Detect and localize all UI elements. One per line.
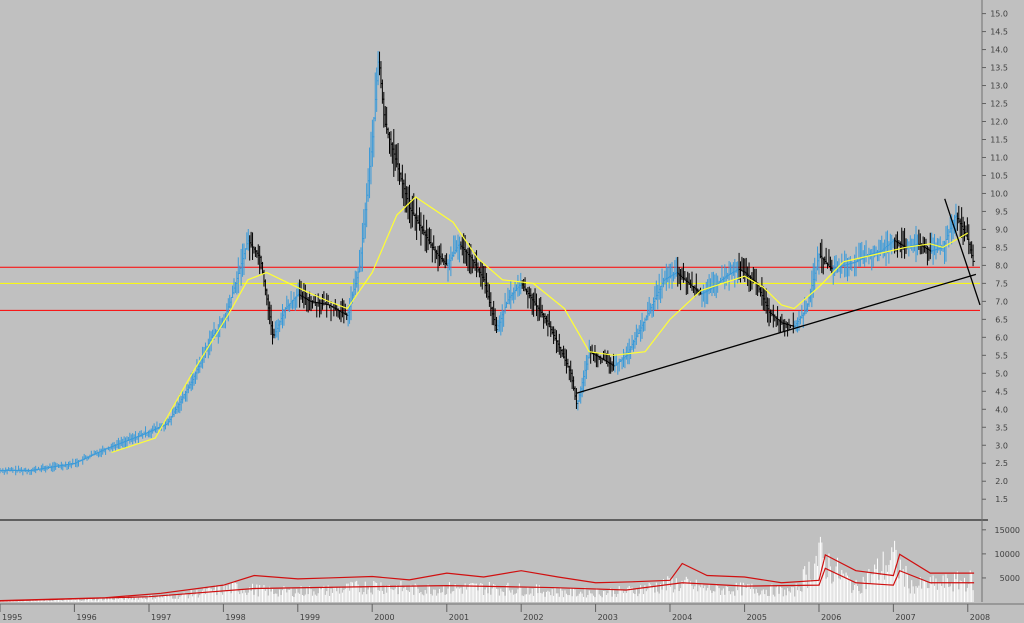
x-tick-label: 1999 bbox=[300, 613, 320, 622]
price-y-tick-label: 11.5 bbox=[990, 135, 1008, 144]
x-tick-label: 2006 bbox=[821, 613, 841, 622]
price-y-tick-label: 2.0 bbox=[995, 477, 1008, 486]
price-y-tick-label: 6.0 bbox=[995, 333, 1008, 342]
volume-average-line bbox=[0, 553, 975, 602]
volume-panel bbox=[0, 536, 975, 602]
price-y-tick-label: 2.5 bbox=[995, 459, 1008, 468]
moving-average-line bbox=[111, 196, 969, 454]
x-tick-label: 1995 bbox=[2, 613, 22, 622]
x-tick-label: 2000 bbox=[374, 613, 394, 622]
price-y-tick-label: 14.0 bbox=[990, 46, 1008, 55]
volume-y-tick-label: 15000 bbox=[995, 526, 1020, 535]
x-tick-label: 1998 bbox=[225, 613, 245, 622]
price-y-tick-label: 11.0 bbox=[990, 153, 1008, 162]
price-y-tick-label: 8.0 bbox=[995, 261, 1008, 270]
trendline bbox=[576, 273, 977, 394]
price-y-tick-label: 9.5 bbox=[995, 207, 1008, 216]
x-tick-label: 2005 bbox=[747, 613, 767, 622]
x-tick-label: 1997 bbox=[151, 613, 171, 622]
price-y-tick-label: 5.5 bbox=[995, 351, 1008, 360]
price-y-tick-label: 7.5 bbox=[995, 279, 1008, 288]
price-y-tick-label: 4.5 bbox=[995, 387, 1008, 396]
price-panel bbox=[0, 50, 981, 476]
price-y-tick-label: 12.5 bbox=[990, 100, 1008, 109]
price-y-tick-label: 3.0 bbox=[995, 441, 1008, 450]
x-tick-label: 2004 bbox=[672, 613, 692, 622]
price-y-tick-label: 12.0 bbox=[990, 118, 1008, 127]
trendline bbox=[944, 198, 981, 306]
x-tick-label: 2007 bbox=[895, 613, 915, 622]
volume-y-tick-label: 10000 bbox=[995, 550, 1020, 559]
price-y-tick-label: 6.5 bbox=[995, 315, 1008, 324]
price-y-tick-label: 10.5 bbox=[990, 171, 1008, 180]
price-y-tick-label: 8.5 bbox=[995, 243, 1008, 252]
price-y-tick-label: 7.0 bbox=[995, 297, 1008, 306]
x-tick-label: 2008 bbox=[970, 613, 990, 622]
price-y-tick-label: 4.0 bbox=[995, 405, 1008, 414]
price-y-tick-label: 1.5 bbox=[995, 495, 1008, 504]
price-y-tick-label: 3.5 bbox=[995, 423, 1008, 432]
x-tick-label: 1996 bbox=[76, 613, 96, 622]
price-y-tick-label: 13.0 bbox=[990, 82, 1008, 91]
x-tick-label: 2002 bbox=[523, 613, 543, 622]
x-tick-label: 2001 bbox=[449, 613, 469, 622]
x-tick-label: 2003 bbox=[598, 613, 618, 622]
price-y-tick-label: 14.5 bbox=[990, 28, 1008, 37]
price-y-tick-label: 13.5 bbox=[990, 64, 1008, 73]
volume-average-line bbox=[0, 567, 975, 602]
price-y-tick-label: 15.0 bbox=[990, 10, 1008, 19]
price-y-tick-label: 10.0 bbox=[990, 189, 1008, 198]
price-y-tick-label: 5.0 bbox=[995, 369, 1008, 378]
volume-y-tick-label: 5000 bbox=[1000, 574, 1020, 583]
price-y-tick-label: 9.0 bbox=[995, 225, 1008, 234]
